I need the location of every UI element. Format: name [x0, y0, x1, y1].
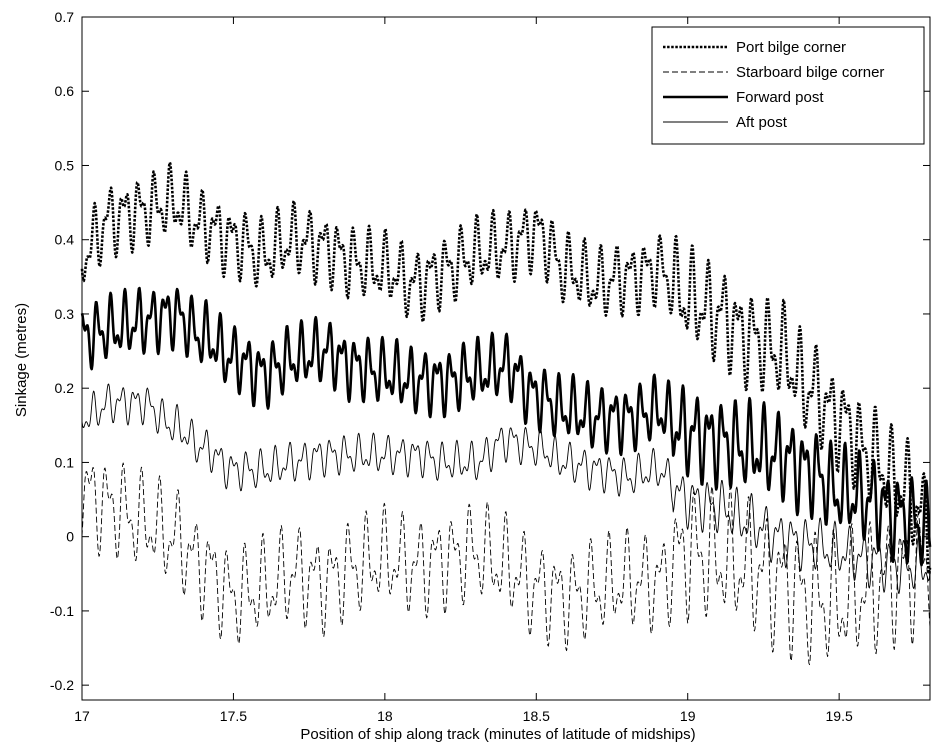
series-line-1	[80, 161, 932, 575]
y-tick-label: 0.5	[55, 157, 75, 173]
series-line-3	[80, 286, 932, 567]
x-tick-label: 19	[680, 708, 696, 724]
y-tick-label: 0	[66, 529, 74, 545]
series-line-2	[81, 462, 931, 666]
y-tick-label: 0.2	[55, 380, 75, 396]
legend-entry-label: Aft post	[736, 114, 788, 131]
axes-layer: 17 17.5 18 18.5 19 19.5 -0.2 -0.1 0 0.1 0.2 0.3 0.4 0…	[50, 9, 931, 724]
y-tick-label: 0.4	[55, 232, 75, 248]
y-tick-label: 0.1	[55, 454, 75, 470]
legend-entry-label: Starboard bilge corner	[736, 64, 884, 81]
series-layer	[80, 161, 932, 666]
x-axis-title: Position of ship along track (minutes of…	[300, 726, 695, 743]
y-tick-label: 0.3	[55, 306, 75, 322]
plot-frame	[81, 16, 931, 701]
x-tick-label: 18	[377, 708, 393, 724]
y-tick-label: -0.2	[50, 677, 74, 693]
legend-entry-label: Port bilge corner	[736, 39, 846, 56]
x-tick-label: 17.5	[220, 708, 247, 724]
y-tick-label: 0.7	[55, 9, 75, 25]
y-axis-title: Sinkage (metres)	[13, 303, 30, 417]
x-tick-label: 18.5	[523, 708, 550, 724]
y-tick-label: 0.6	[55, 83, 75, 99]
x-tick-label: 19.5	[826, 708, 853, 724]
y-tick-label: -0.1	[50, 603, 74, 619]
legend-entry-label: Forward post	[736, 89, 824, 106]
x-tick-label: 17	[74, 708, 90, 724]
series-line-4	[81, 383, 931, 594]
legend: Port bilge corner Starboard bilge corner F…	[651, 26, 925, 145]
